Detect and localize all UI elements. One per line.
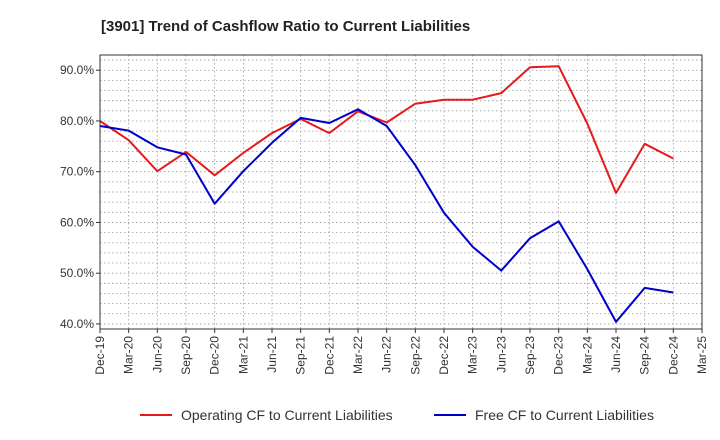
x-tick-label: Mar-24 <box>580 336 594 374</box>
x-tick-label: Mar-23 <box>466 336 480 374</box>
x-tick-label: Dec-23 <box>552 336 566 375</box>
y-tick-label: 60.0% <box>60 215 94 229</box>
legend-label-free-cf: Free CF to Current Liabilities <box>475 407 654 423</box>
x-tick-label: Dec-20 <box>208 336 222 375</box>
x-tick-label: Dec-21 <box>322 336 336 375</box>
x-tick-label: Mar-25 <box>695 336 709 374</box>
x-tick-label: Jun-20 <box>150 336 164 373</box>
series-line-0 <box>99 65 674 194</box>
y-tick-label: 80.0% <box>60 114 94 128</box>
chart-title: [3901] Trend of Cashflow Ratio to Curren… <box>101 18 470 35</box>
x-tick-label: Sep-24 <box>638 336 652 375</box>
x-tick-label: Dec-22 <box>437 336 451 375</box>
x-tick-label: Mar-20 <box>122 336 136 374</box>
y-axis-ticks: 40.0% 50.0% 60.0% 70.0% 80.0% 90.0% <box>60 63 100 331</box>
y-tick-label: 70.0% <box>60 165 94 179</box>
grid <box>100 55 702 329</box>
x-tick-label: Sep-21 <box>294 336 308 375</box>
x-tick-label: Jun-24 <box>609 336 623 373</box>
y-tick-label: 50.0% <box>60 266 94 280</box>
plot-frame <box>99 54 703 330</box>
legend: Operating CF to Current Liabilities Free… <box>140 407 654 423</box>
series-line-1 <box>99 108 674 323</box>
y-tick-label: 40.0% <box>60 317 94 331</box>
x-tick-label: Sep-23 <box>523 336 537 375</box>
x-tick-label: Sep-22 <box>408 336 422 375</box>
y-tick-label: 90.0% <box>60 63 94 77</box>
legend-label-operating-cf: Operating CF to Current Liabilities <box>181 407 393 423</box>
x-tick-label: Mar-21 <box>236 336 250 374</box>
x-tick-label: Dec-24 <box>666 336 680 375</box>
x-tick-label: Mar-22 <box>351 336 365 374</box>
x-tick-label: Sep-20 <box>179 336 193 375</box>
x-tick-label: Jun-22 <box>380 336 394 373</box>
x-axis-ticks: Dec-19 Mar-20 Jun-20 Sep-20 Dec-20 Mar-21 Jun-… <box>93 329 709 375</box>
x-tick-label: Dec-19 <box>93 336 107 375</box>
series-lines <box>99 65 674 323</box>
x-tick-label: Jun-23 <box>494 336 508 373</box>
x-tick-label: Jun-21 <box>265 336 279 373</box>
